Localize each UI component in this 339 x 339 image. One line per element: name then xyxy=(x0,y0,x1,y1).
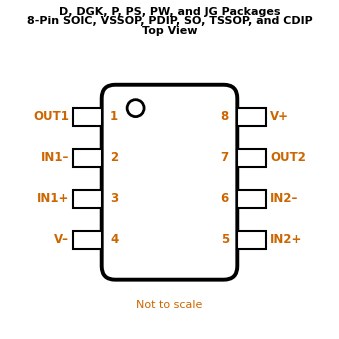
Text: 3: 3 xyxy=(110,192,118,205)
Text: OUT1: OUT1 xyxy=(33,111,69,123)
Circle shape xyxy=(127,100,144,117)
Text: IN1–: IN1– xyxy=(40,151,69,164)
Text: V–: V– xyxy=(54,233,69,246)
Bar xyxy=(73,108,102,126)
Bar xyxy=(237,149,266,167)
Text: IN2–: IN2– xyxy=(270,192,299,205)
Bar xyxy=(73,231,102,248)
Text: Not to scale: Not to scale xyxy=(136,300,203,310)
Text: IN2+: IN2+ xyxy=(270,233,303,246)
Text: 1: 1 xyxy=(110,111,118,123)
Text: 7: 7 xyxy=(221,151,229,164)
Text: OUT2: OUT2 xyxy=(270,151,306,164)
Text: 8-Pin SOIC, VSSOP, PDIP, SO, TSSOP, and CDIP: 8-Pin SOIC, VSSOP, PDIP, SO, TSSOP, and … xyxy=(27,16,312,26)
Text: 2: 2 xyxy=(110,151,118,164)
FancyBboxPatch shape xyxy=(102,85,237,280)
Text: V+: V+ xyxy=(270,111,289,123)
Text: Top View: Top View xyxy=(142,26,197,36)
Text: IN1+: IN1+ xyxy=(36,192,69,205)
Text: 5: 5 xyxy=(221,233,229,246)
Text: D, DGK, P, PS, PW, and JG Packages: D, DGK, P, PS, PW, and JG Packages xyxy=(59,7,280,17)
Bar xyxy=(73,190,102,207)
Text: 6: 6 xyxy=(221,192,229,205)
Bar xyxy=(73,149,102,167)
Bar xyxy=(237,231,266,248)
Bar xyxy=(237,108,266,126)
Text: 4: 4 xyxy=(110,233,118,246)
Bar xyxy=(237,190,266,207)
Text: 8: 8 xyxy=(221,111,229,123)
